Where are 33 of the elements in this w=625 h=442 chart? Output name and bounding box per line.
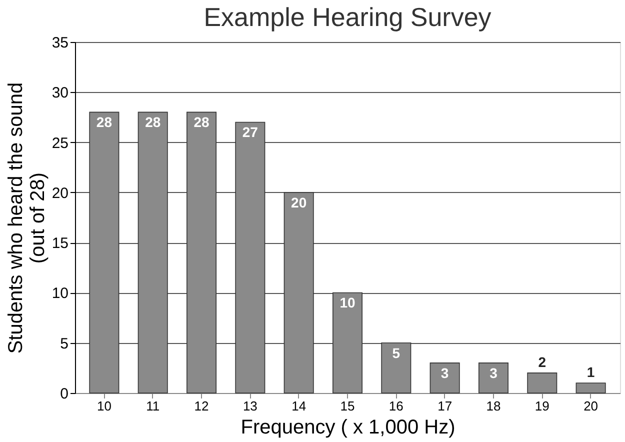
data-label: 20 (291, 194, 307, 210)
x-tick-label: 12 (194, 398, 209, 414)
chart-title: Example Hearing Survey (204, 2, 492, 32)
data-label: 2 (538, 354, 546, 370)
data-label: 28 (96, 114, 112, 130)
x-tick-label: 14 (292, 398, 306, 414)
data-label: 3 (490, 364, 498, 381)
y-tick-label: 10 (52, 285, 68, 302)
y-tick-label: 25 (52, 134, 68, 152)
y-tick-label: 5 (60, 335, 68, 352)
data-label: 5 (392, 344, 400, 361)
x-tick-label: 15 (340, 398, 355, 414)
data-label: 10 (340, 294, 356, 311)
x-axis-title: Frequency ( x 1,000 Hz) (240, 416, 456, 438)
x-tick-label: 20 (584, 398, 598, 414)
data-label: 28 (145, 114, 161, 130)
data-label: 28 (194, 114, 210, 130)
data-label: 3 (440, 364, 449, 381)
x-tick-label: 11 (146, 398, 160, 414)
data-label: 27 (242, 124, 258, 140)
y-tick-label: 20 (52, 184, 68, 202)
x-tick-label: 16 (388, 398, 404, 414)
x-tick-label: 13 (242, 398, 258, 414)
x-tick-label: 17 (438, 398, 452, 414)
y-tick-label: 15 (52, 235, 68, 252)
x-tick-label: 18 (486, 398, 501, 414)
data-label: 1 (586, 364, 595, 380)
x-tick-label: 19 (534, 398, 550, 414)
y-tick-label: 0 (60, 386, 68, 402)
y-tick-label: 35 (52, 34, 68, 52)
x-tick-label: 10 (96, 398, 112, 414)
y-axis-title: Students who heard the sound (out of 28) (4, 82, 49, 354)
y-tick-label: 30 (52, 84, 68, 102)
